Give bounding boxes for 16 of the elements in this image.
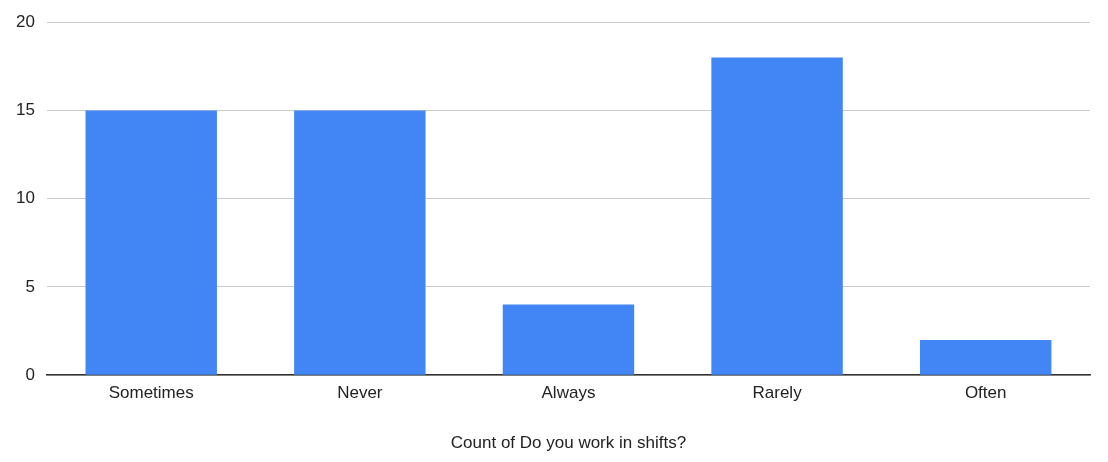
bar — [711, 57, 843, 375]
x-axis-title: Count of Do you work in shifts? — [450, 433, 687, 453]
bar — [919, 339, 1052, 375]
x-tick-label: Rarely — [752, 383, 803, 403]
y-tick-label: 0 — [25, 364, 35, 384]
bar — [502, 304, 635, 375]
x-tick-label: Always — [541, 383, 596, 403]
x-tick-label: Often — [964, 383, 1007, 403]
bar — [85, 110, 217, 375]
y-tick-label: 20 — [15, 11, 35, 31]
y-tick-label: 10 — [15, 188, 35, 208]
bar — [294, 110, 426, 375]
x-tick-label: Sometimes — [108, 383, 194, 403]
y-tick-label: 15 — [15, 100, 35, 120]
x-tick-label: Never — [337, 383, 383, 403]
y-tick-label: 5 — [25, 276, 35, 296]
